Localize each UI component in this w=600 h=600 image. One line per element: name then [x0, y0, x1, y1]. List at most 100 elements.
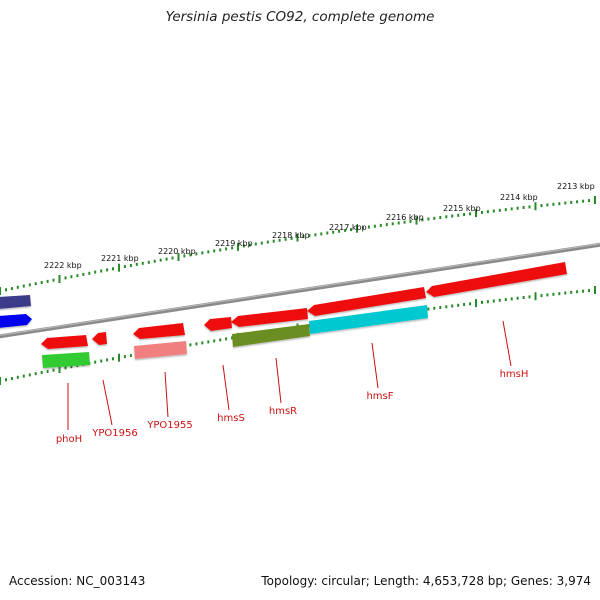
- gene-labels: phoH YPO1956 YPO1955 hmsS hmsR hmsF hmsH: [56, 369, 529, 445]
- label-phoH: phoH: [56, 434, 82, 445]
- minor-tick: [64, 276, 67, 280]
- major-tick: [0, 377, 1, 385]
- minor-tick: [588, 199, 590, 203]
- minor-tick: [28, 373, 31, 377]
- minor-tick: [576, 200, 579, 204]
- minor-tick: [106, 358, 109, 362]
- minor-tick: [88, 271, 91, 275]
- minor-tick: [123, 355, 126, 359]
- minor-tick: [112, 357, 114, 361]
- minor-tick: [457, 303, 460, 307]
- minor-tick: [46, 279, 49, 283]
- minor-tick: [338, 229, 341, 233]
- minor-tick: [248, 243, 251, 247]
- scale-label: 2220 kbp: [158, 247, 196, 256]
- minor-tick: [350, 228, 352, 232]
- label-YPO1956: YPO1956: [91, 428, 137, 439]
- major-tick: [356, 224, 358, 233]
- minor-tick: [588, 289, 590, 293]
- minor-tick: [16, 285, 19, 289]
- minor-tick: [522, 296, 525, 299]
- left-feature-blue: [0, 314, 32, 328]
- minor-tick: [16, 375, 19, 379]
- minor-tick: [94, 360, 97, 364]
- label-hmsR: hmsR: [269, 406, 297, 417]
- minor-tick: [219, 338, 222, 342]
- minor-tick: [52, 278, 55, 282]
- minor-tick: [22, 284, 25, 288]
- minor-tick: [552, 202, 555, 206]
- minor-tick: [242, 244, 245, 248]
- minor-tick: [516, 206, 519, 210]
- scale-label: 2214 kbp: [500, 193, 538, 202]
- minor-tick: [10, 287, 13, 291]
- feature-YPO1955: [134, 341, 187, 359]
- label-hmsH: hmsH: [500, 369, 529, 380]
- minor-tick: [141, 261, 144, 265]
- minor-tick: [504, 298, 507, 302]
- minor-tick: [225, 337, 228, 341]
- minor-tick: [290, 236, 293, 240]
- minor-tick: [320, 232, 323, 236]
- minor-tick: [260, 241, 263, 245]
- minor-tick: [367, 225, 370, 229]
- minor-tick: [439, 306, 442, 309]
- minor-tick: [46, 369, 49, 373]
- minor-tick: [469, 302, 472, 306]
- minor-tick: [361, 226, 364, 230]
- minor-tick: [135, 262, 138, 266]
- major-tick: [177, 253, 180, 261]
- gene-hmsH: [426, 262, 567, 297]
- minor-tick: [314, 233, 317, 237]
- scale-label: 2217 kbp: [329, 223, 367, 232]
- minor-tick: [123, 265, 126, 269]
- minor-tick: [183, 254, 186, 258]
- label-hmsF: hmsF: [366, 391, 393, 402]
- minor-tick: [207, 250, 210, 254]
- minor-tick: [558, 202, 561, 206]
- minor-tick: [522, 206, 525, 209]
- genome-stats-text: Topology: circular; Length: 4,653,728 bp…: [261, 574, 591, 588]
- minor-tick: [546, 293, 549, 297]
- left-feature-dark: [0, 295, 31, 309]
- minor-tick: [498, 298, 501, 302]
- major-tick: [118, 263, 120, 272]
- minor-tick: [112, 267, 114, 271]
- minor-tick: [195, 342, 198, 346]
- scale-labels: 2222 kbp 2221 kbp 2220 kbp 2219 kbp 2218 kbp…: [44, 182, 595, 270]
- minor-tick: [64, 366, 67, 370]
- minor-tick: [201, 341, 204, 345]
- minor-tick: [564, 291, 567, 295]
- minor-tick: [576, 290, 579, 294]
- minor-tick: [5, 288, 7, 292]
- minor-tick: [552, 292, 555, 296]
- minor-tick: [582, 289, 585, 293]
- major-tick: [118, 353, 120, 362]
- minor-tick: [201, 251, 204, 255]
- minor-tick: [570, 200, 573, 204]
- feature-hmsR: [232, 324, 310, 347]
- minor-tick: [558, 292, 561, 296]
- gene-label-leaders: [67, 320, 512, 430]
- minor-tick: [451, 214, 454, 218]
- minor-tick: [159, 258, 162, 262]
- minor-tick: [546, 203, 549, 207]
- minor-tick: [463, 213, 466, 216]
- minor-tick: [582, 199, 585, 203]
- major-tick: [415, 216, 418, 225]
- minor-tick: [385, 223, 388, 227]
- minor-tick: [213, 339, 216, 343]
- gene-hmsR: [231, 308, 308, 327]
- genome-backbone: [0, 242, 600, 339]
- minor-tick: [147, 260, 150, 264]
- outer-scale-ring: [0, 196, 596, 295]
- gene-phoH: [41, 335, 88, 349]
- minor-tick: [129, 264, 132, 267]
- major-tick: [594, 196, 596, 204]
- minor-tick: [76, 274, 79, 278]
- minor-tick: [332, 230, 335, 234]
- minor-tick: [486, 300, 489, 304]
- minor-tick: [540, 204, 543, 208]
- minor-tick: [516, 296, 519, 300]
